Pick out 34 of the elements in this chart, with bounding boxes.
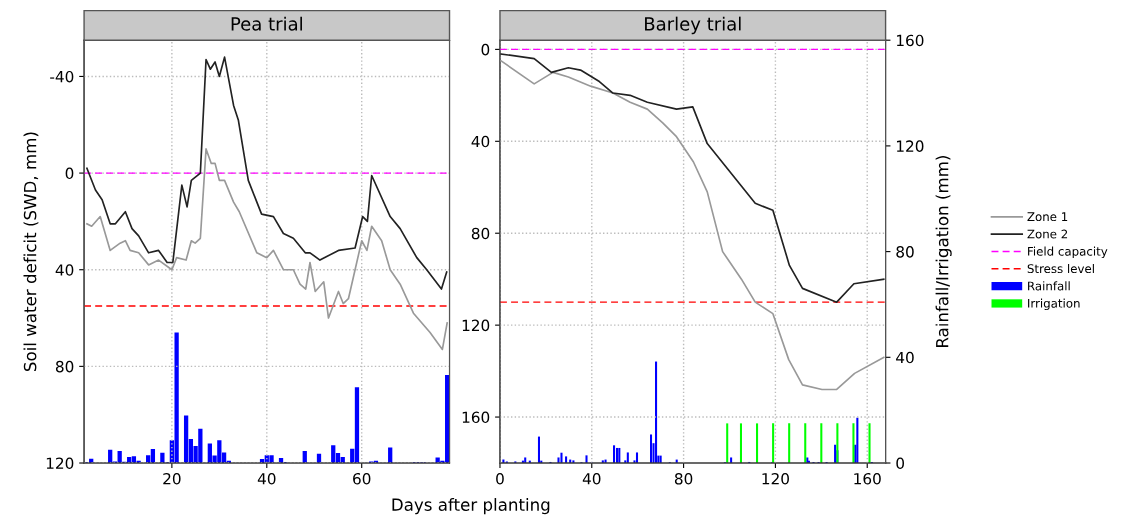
y2-tick-label: 80 — [896, 246, 914, 258]
legend-label: Stress level — [1027, 263, 1094, 274]
y-tick-label: 120 — [46, 457, 74, 470]
y2-tick-label: 0 — [896, 457, 905, 470]
y-tick-label: 120 — [462, 319, 490, 332]
y-tick-label: 160 — [462, 411, 490, 424]
x-axis-title: Days after planting — [392, 498, 550, 515]
y2-axis-title: Rainfall/Irrigation (mm) — [935, 156, 952, 347]
y2-tick-label: 160 — [896, 34, 924, 47]
legend-label: Rainfall — [1028, 281, 1070, 291]
x-tick-label: 120 — [762, 473, 789, 485]
y-axis-title: Soil water deficit (SWD, mm) — [23, 132, 39, 372]
y-tick-label: 40 — [471, 135, 490, 148]
y-tick-label: 80 — [55, 360, 74, 373]
x-tick-label: 60 — [353, 473, 371, 485]
x-tick-label: 20 — [163, 473, 181, 485]
x-tick-label: 40 — [582, 473, 601, 485]
y-tick-label: 80 — [471, 227, 490, 240]
x-tick-label: 40 — [257, 473, 276, 485]
y2-tick-label: 120 — [896, 140, 924, 152]
legend-label: Zone 2 — [1027, 229, 1068, 239]
x-tick-label: 0 — [496, 473, 504, 485]
y-tick-label: 0 — [65, 167, 74, 180]
x-tick-label: 80 — [674, 473, 693, 485]
y2-tick-label: 40 — [896, 351, 914, 364]
legend-label: Irrigation — [1028, 298, 1080, 311]
y-tick-label: -40 — [50, 70, 74, 83]
y-tick-label: 0 — [481, 43, 490, 56]
legend-label: Field capacity — [1028, 246, 1108, 259]
y-tick-label: 40 — [55, 264, 74, 276]
legend-label: Zone 1 — [1027, 212, 1068, 222]
chart-title: Pea trial — [231, 16, 302, 31]
x-tick-label: 160 — [854, 473, 881, 485]
chart-title: Barley trial — [645, 16, 741, 35]
